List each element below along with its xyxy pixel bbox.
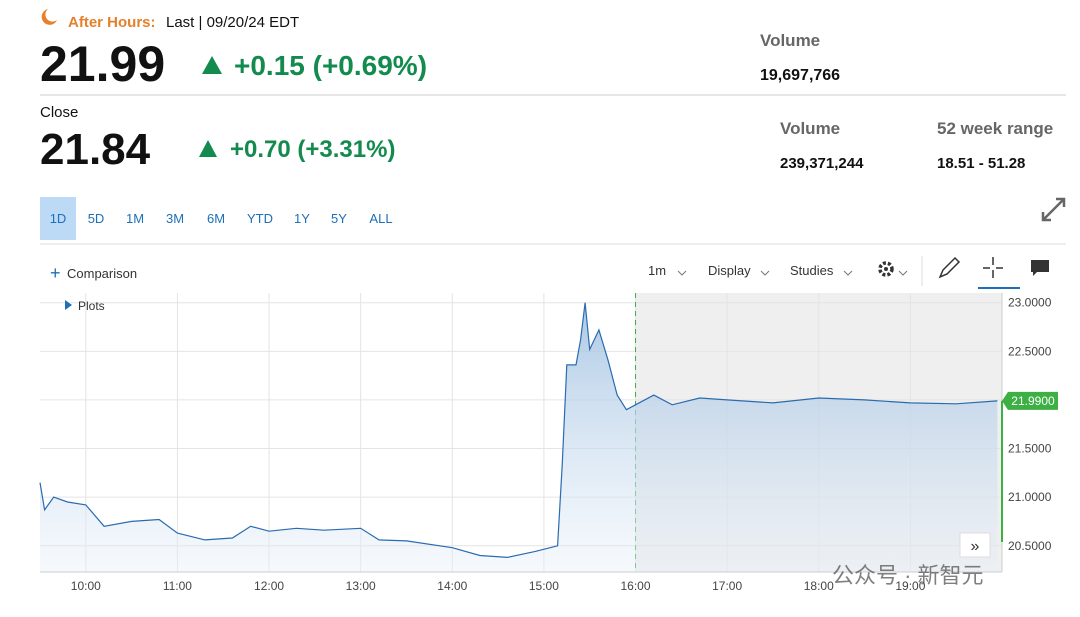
x-tick-label: 10:00 [71, 579, 101, 593]
range-tab[interactable]: 1Y [294, 211, 310, 226]
range-tab[interactable]: 3M [166, 211, 184, 226]
x-tick-label: 11:00 [163, 579, 192, 593]
expand-icon[interactable] [1041, 197, 1066, 222]
caret [843, 270, 853, 276]
x-tick-label: 18:00 [804, 579, 834, 593]
close-label: Close [40, 104, 78, 121]
range: 18.51 - 51.28 [937, 155, 1025, 172]
x-tick-label: 12:00 [254, 579, 284, 593]
last-value-label: 21.9900 [1011, 394, 1055, 408]
x-tick-label: 16:00 [621, 579, 651, 593]
caret [760, 270, 770, 276]
y-tick-label: 22.5000 [1008, 344, 1052, 358]
range-tab[interactable]: 5Y [331, 211, 347, 226]
range-tab[interactable]: 1M [126, 211, 144, 226]
y-tick-label: 21.0000 [1008, 490, 1052, 504]
up-arrow [199, 140, 217, 157]
x-tick-label: 14:00 [437, 579, 467, 593]
y-tick-label: 23.0000 [1008, 296, 1052, 310]
caret [677, 270, 687, 276]
tab-selected [40, 197, 76, 240]
expand-caret[interactable] [65, 300, 72, 310]
close-change: +0.70 (+3.31%) [230, 136, 395, 163]
volume-label: Volume [780, 119, 840, 138]
watermark: 公众号 · 新智元 [832, 563, 984, 588]
range-label: 52 week range [937, 119, 1053, 138]
x-tick-label: 15:00 [529, 579, 559, 593]
crosshair-icon[interactable] [983, 257, 1003, 278]
price: 21.99 [40, 36, 165, 92]
display-menu[interactable]: Display [708, 263, 751, 278]
scroll-button[interactable] [959, 532, 991, 558]
last-value-tag [1002, 391, 1058, 410]
studies-menu[interactable]: Studies [790, 263, 834, 278]
add-icon[interactable]: + [50, 263, 61, 283]
session-label: After Hours: [68, 14, 156, 31]
range-tab[interactable]: YTD [247, 211, 273, 226]
range-tab[interactable]: ALL [369, 211, 392, 226]
price-chart: 10:00 11:00 12:00 13:00 14:00 15:00 16:00 17:00… [39, 293, 1058, 593]
up-arrow [202, 56, 222, 74]
price-area [40, 302, 998, 572]
settings-icon[interactable] [878, 261, 894, 277]
volume: 239,371,244 [780, 155, 864, 172]
y-tick-label: 21.5000 [1008, 442, 1052, 456]
caret [898, 270, 908, 276]
comment-icon[interactable] [1031, 260, 1049, 276]
volume: 19,697,766 [760, 67, 840, 84]
price-change: +0.15 (+0.69%) [234, 50, 427, 81]
close-price: 21.84 [40, 125, 151, 174]
x-tick-label: 17:00 [712, 579, 742, 593]
range-tab[interactable]: 5D [88, 211, 105, 226]
last-label: Last | 09/20/24 EDT [166, 14, 299, 31]
range-tab[interactable]: 1D [50, 211, 67, 226]
range-tabs: 1D 5D 1M 3M 6M YTD 1Y 5Y ALL [40, 197, 393, 240]
y-tick-label: 20.5000 [1008, 539, 1052, 553]
comparison-button[interactable]: Comparison [67, 266, 137, 281]
range-tab[interactable]: 6M [207, 211, 225, 226]
scroll-icon[interactable]: » [971, 538, 980, 555]
price-line [39, 302, 998, 559]
x-tick-label: 13:00 [346, 579, 376, 593]
moon-icon [41, 9, 57, 25]
x-tick-label: 19:00 [895, 579, 925, 593]
interval-menu[interactable]: 1m [648, 263, 666, 278]
volume-label: Volume [760, 31, 820, 50]
draw-icon[interactable] [938, 256, 961, 279]
plots-toggle[interactable]: Plots [78, 299, 105, 313]
